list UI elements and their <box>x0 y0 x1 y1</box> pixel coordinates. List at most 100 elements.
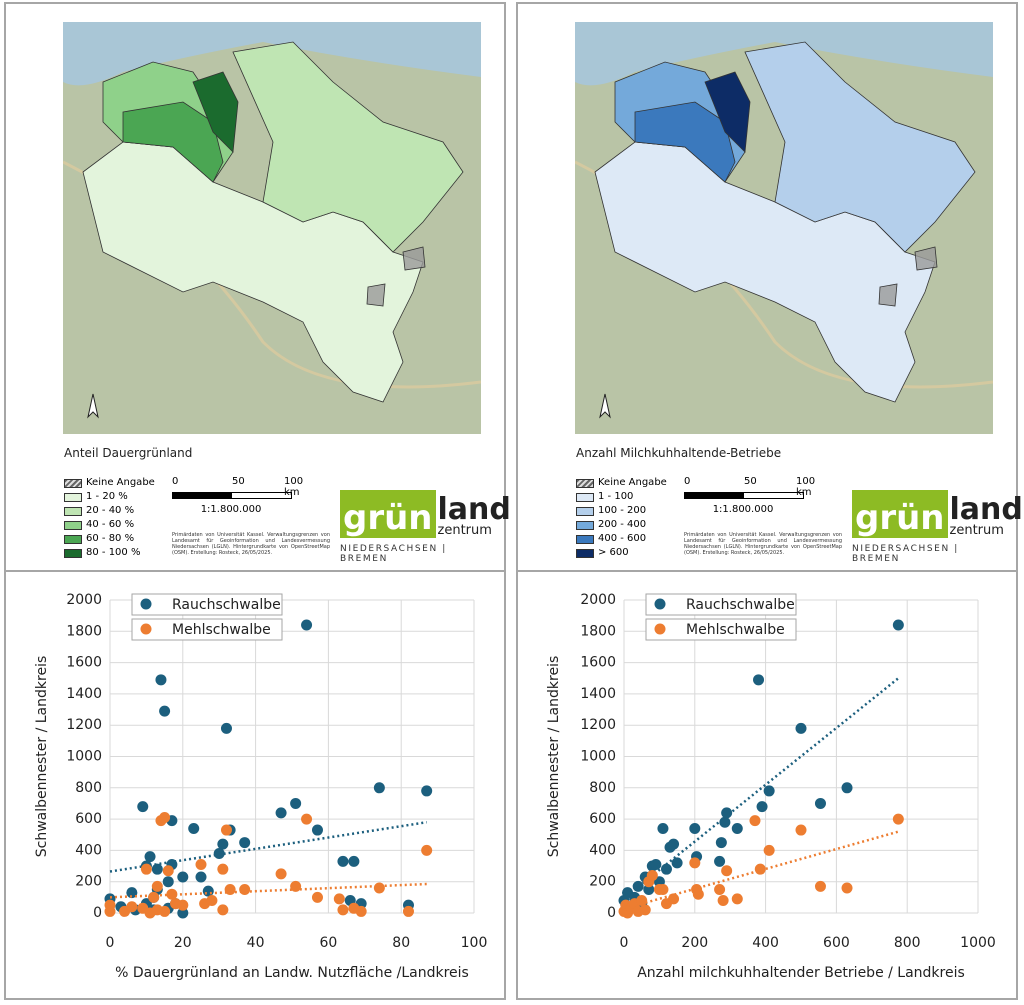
legend-swatch <box>64 492 82 502</box>
x-tick-label: 0 <box>620 935 629 951</box>
x-tick-label: 0 <box>106 935 115 951</box>
logo-word: zentrum <box>437 523 492 538</box>
point <box>754 863 766 875</box>
y-tick-label: 1400 <box>580 686 616 702</box>
logo-right: land zentrum <box>436 492 511 538</box>
point <box>402 905 414 917</box>
y-tick-label: 1600 <box>580 655 616 671</box>
legend-item: 80 - 100 % <box>64 546 155 560</box>
legend-box <box>645 593 797 616</box>
point <box>795 722 807 734</box>
point <box>195 858 207 870</box>
legend-label: Mehlschwalbe <box>686 622 785 638</box>
logo-right: land zentrum <box>948 495 1023 538</box>
point <box>195 871 207 883</box>
point <box>646 869 658 881</box>
legend-marker <box>140 598 152 610</box>
point <box>162 865 174 877</box>
legend-swatch <box>64 478 82 488</box>
point <box>814 880 826 892</box>
legend-label: Rauchschwalbe <box>172 597 281 613</box>
point <box>650 858 662 870</box>
point <box>290 797 302 809</box>
legend-label: 20 - 40 % <box>86 505 135 516</box>
y-tick-label: 1000 <box>580 749 616 765</box>
point <box>220 824 232 836</box>
point <box>814 797 826 809</box>
point <box>657 822 669 834</box>
point <box>301 813 313 825</box>
y-tick-label: 1400 <box>66 686 102 702</box>
point <box>714 855 726 867</box>
legend-box <box>131 618 283 641</box>
point <box>721 807 733 819</box>
legend-item: 40 - 60 % <box>64 518 155 532</box>
point <box>290 880 302 892</box>
legend-label: 60 - 80 % <box>86 533 135 544</box>
legend-label: Keine Angabe <box>86 477 155 488</box>
point <box>753 674 765 686</box>
legend-label: 100 - 200 <box>598 505 647 516</box>
legend-label: Rauchschwalbe <box>686 597 795 613</box>
point <box>421 844 433 856</box>
map-region <box>634 101 736 183</box>
north-arrow <box>87 393 99 419</box>
sea <box>63 22 481 86</box>
y-tick-label: 400 <box>589 842 616 858</box>
scale-bar: 0 50 100 km 1:1.800.000 <box>172 476 303 515</box>
point <box>162 876 174 888</box>
north-arrow <box>599 393 611 419</box>
legend-swatch <box>64 548 82 558</box>
legend-swatch <box>64 520 82 530</box>
x-tick-label: 40 <box>247 935 265 951</box>
x-tick-label: 20 <box>174 935 192 951</box>
point <box>689 857 701 869</box>
point <box>151 880 163 892</box>
point <box>721 865 733 877</box>
x-axis-label: Anzahl milchkuhhaltender Betriebe / Land… <box>637 965 965 981</box>
scale-graphic <box>172 492 292 499</box>
y-tick-label: 200 <box>75 874 102 890</box>
y-tick-label: 200 <box>589 874 616 890</box>
legend-swatch <box>64 506 82 516</box>
point <box>795 824 807 836</box>
y-tick-label: 2000 <box>580 592 616 608</box>
map-region <box>594 141 936 403</box>
point <box>217 863 229 875</box>
legend-item: 60 - 80 % <box>64 532 155 546</box>
point <box>657 884 669 896</box>
chart: 0 200 400 600 800 1000 1200 1400 1600 1800 2000 0 20… <box>34 592 487 981</box>
legend-label: 400 - 600 <box>598 533 647 544</box>
legend-swatch <box>576 478 594 488</box>
point <box>126 887 138 899</box>
logo-words: grün land zentrum <box>340 476 511 538</box>
point <box>202 885 214 897</box>
scale-label: 100 km <box>796 476 816 498</box>
y-tick-label: 800 <box>75 780 102 796</box>
scale-label: 50 <box>232 476 245 487</box>
y-tick-label: 1800 <box>66 623 102 639</box>
x-tick-label: 600 <box>823 935 850 951</box>
point <box>213 848 225 860</box>
point <box>217 904 229 916</box>
map <box>63 22 481 434</box>
divider <box>518 570 1016 572</box>
point <box>841 782 853 794</box>
point <box>159 812 171 824</box>
legend-item: 400 - 600 <box>576 532 667 546</box>
legend-label: 200 - 400 <box>598 519 647 530</box>
scale-label: 50 <box>744 476 757 487</box>
point <box>140 863 152 875</box>
logo-word: land <box>437 492 511 527</box>
scale-label: 0 <box>684 476 691 487</box>
point <box>137 801 149 813</box>
credits: Primärdaten von Universität Kassel. Verw… <box>684 532 842 556</box>
map-region <box>232 41 464 253</box>
point <box>763 844 775 856</box>
legend-item: 100 - 200 <box>576 504 667 518</box>
point <box>717 894 729 906</box>
legend-label: 1 - 100 <box>598 491 634 502</box>
point <box>668 893 680 905</box>
point <box>632 880 644 892</box>
point <box>275 868 287 880</box>
